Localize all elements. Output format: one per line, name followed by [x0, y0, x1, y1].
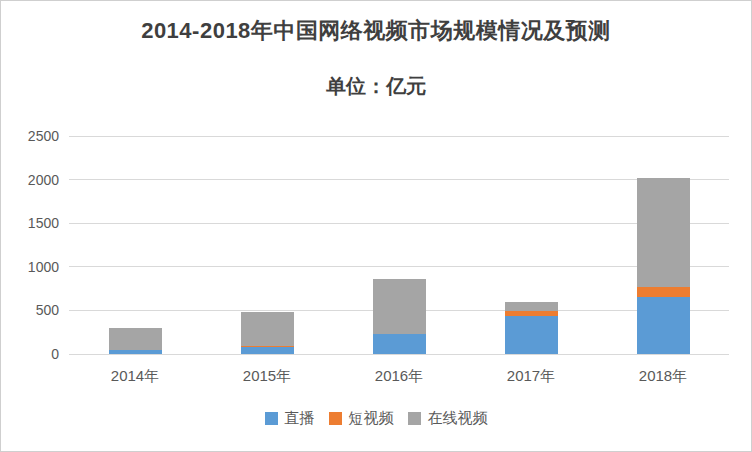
bar-segment	[637, 178, 690, 287]
stacked-bar-2017年	[505, 302, 558, 354]
legend-swatch-icon	[265, 412, 278, 425]
x-tick-label-2018年: 2018年	[597, 367, 729, 386]
bar-slot-2015年	[201, 136, 333, 354]
legend-label: 在线视频	[428, 409, 488, 428]
bar-segment	[505, 302, 558, 311]
bar-segment	[109, 328, 162, 350]
bar-slot-2018年	[597, 136, 729, 354]
legend: 直播 短视频 在线视频	[1, 409, 751, 428]
x-tick-label-2017年: 2017年	[465, 367, 597, 386]
legend-item: 短视频	[329, 409, 394, 428]
y-axis: 05001000150020002500	[1, 136, 59, 354]
y-tick-label-2000: 2000	[1, 172, 59, 188]
bar-segment	[241, 347, 294, 354]
chart-subtitle: 单位：亿元	[1, 73, 751, 100]
x-tick-label-2014年: 2014年	[69, 367, 201, 386]
bar-segment	[373, 279, 426, 334]
stacked-bar-2015年	[241, 312, 294, 354]
bar-segment	[637, 297, 690, 354]
x-tick-label-2015年: 2015年	[201, 367, 333, 386]
legend-item: 直播	[265, 409, 315, 428]
x-axis: 2014年2015年2016年2017年2018年	[69, 367, 729, 386]
y-tick-label-2500: 2500	[1, 128, 59, 144]
plot-area	[69, 136, 729, 354]
y-tick-label-500: 500	[1, 302, 59, 318]
bar-slot-2017年	[465, 136, 597, 354]
legend-item: 在线视频	[408, 409, 488, 428]
bar-segment	[241, 312, 294, 346]
legend-swatch-icon	[408, 412, 421, 425]
bar-slot-2016年	[333, 136, 465, 354]
x-tick-label-2016年: 2016年	[333, 367, 465, 386]
legend-swatch-icon	[329, 412, 342, 425]
y-tick-label-0: 0	[1, 346, 59, 362]
chart-window: 2014-2018年中国网络视频市场规模情况及预测 单位：亿元 0 500 1000…	[0, 0, 752, 452]
bar-segment	[505, 316, 558, 354]
stacked-bar-2014年	[109, 328, 162, 354]
legend-label: 直播	[285, 409, 315, 428]
y-tick-label-1500: 1500	[1, 215, 59, 231]
bar-segment	[109, 350, 162, 354]
bar-slot-2014年	[69, 136, 201, 354]
bar-segment	[637, 287, 690, 298]
chart-title: 2014-2018年中国网络视频市场规模情况及预测	[1, 16, 751, 46]
stacked-bar-2016年	[373, 279, 426, 354]
legend-label: 短视频	[349, 409, 394, 428]
y-tick-label-1000: 1000	[1, 259, 59, 275]
bar-segment	[373, 334, 426, 354]
stacked-bar-2018年	[637, 178, 690, 354]
